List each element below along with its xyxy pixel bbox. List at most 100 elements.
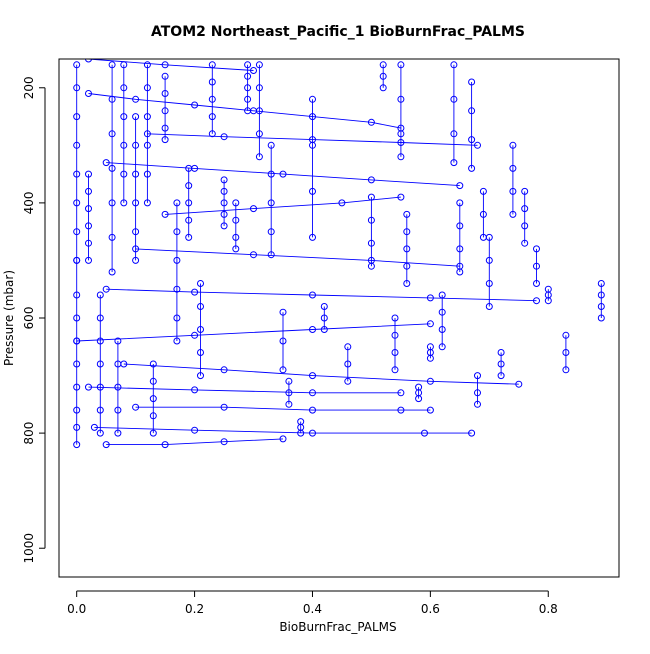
data-point	[279, 170, 287, 178]
data-point	[344, 377, 352, 385]
data-series	[132, 245, 464, 270]
data-point	[102, 159, 110, 167]
data-series	[509, 141, 517, 218]
data-point	[509, 141, 517, 149]
data-series	[161, 72, 169, 144]
data-point	[120, 141, 128, 149]
data-point	[468, 164, 476, 172]
data-point	[132, 141, 140, 149]
series-line	[88, 386, 401, 394]
x-tick-label: 0.4	[303, 602, 322, 616]
data-series	[220, 176, 228, 230]
data-point	[108, 130, 116, 138]
data-point	[367, 256, 375, 264]
data-point	[456, 245, 464, 253]
data-point	[132, 199, 140, 207]
data-point	[468, 107, 476, 115]
data-series	[185, 164, 193, 241]
data-point	[562, 366, 570, 374]
data-point	[191, 288, 199, 296]
data-series	[544, 285, 552, 305]
data-point	[85, 170, 92, 178]
data-point	[85, 222, 92, 230]
data-point	[485, 303, 493, 310]
data-point	[244, 95, 252, 103]
data-point	[197, 372, 204, 380]
data-series	[161, 193, 405, 218]
data-point	[220, 199, 228, 207]
data-point	[562, 331, 570, 339]
data-point	[497, 372, 505, 380]
data-series	[85, 59, 257, 74]
data-point	[309, 113, 316, 121]
data-point	[143, 141, 151, 149]
data-point	[132, 170, 140, 178]
data-point	[143, 84, 151, 92]
data-point	[191, 426, 199, 434]
data-point	[426, 294, 434, 302]
x-tick-label: 0.2	[185, 602, 204, 616]
data-point	[244, 61, 252, 69]
data-point	[309, 406, 316, 414]
data-point	[108, 233, 116, 241]
data-point	[73, 256, 81, 264]
data-point	[108, 61, 116, 69]
data-series	[438, 291, 446, 351]
data-point	[161, 136, 169, 144]
data-point	[533, 245, 540, 253]
data-series	[344, 343, 352, 385]
data-point	[191, 101, 199, 109]
data-series	[468, 78, 476, 172]
data-point	[468, 429, 476, 437]
data-point	[250, 251, 257, 259]
data-series	[102, 435, 287, 449]
data-point	[421, 429, 428, 437]
data-series	[197, 280, 204, 380]
data-point	[426, 377, 434, 385]
data-point	[149, 412, 157, 420]
data-series	[102, 285, 540, 305]
series-group	[73, 59, 605, 449]
data-series	[90, 423, 476, 437]
data-point	[474, 389, 481, 397]
data-point	[208, 78, 216, 86]
data-point	[143, 61, 151, 69]
data-series	[533, 245, 540, 287]
data-point	[397, 153, 405, 161]
data-point	[120, 199, 128, 207]
data-series	[208, 61, 216, 138]
data-point	[267, 199, 275, 207]
data-point	[450, 95, 458, 103]
data-point	[173, 256, 181, 264]
data-point	[426, 354, 434, 362]
data-series	[415, 383, 423, 403]
data-point	[450, 130, 458, 138]
data-series	[255, 61, 263, 161]
data-point	[456, 199, 464, 207]
data-point	[185, 216, 193, 224]
data-point	[497, 349, 505, 356]
data-point	[143, 170, 151, 178]
data-point	[73, 113, 81, 121]
data-point	[309, 389, 316, 397]
data-point	[143, 199, 151, 207]
data-series	[456, 199, 464, 276]
data-series	[597, 280, 605, 322]
data-point	[533, 262, 540, 270]
data-point	[597, 291, 605, 299]
data-point	[438, 308, 446, 316]
data-point	[161, 124, 169, 132]
data-point	[149, 429, 157, 437]
y-axis: 200 400 600 800 1000	[22, 76, 46, 563]
data-point	[250, 205, 257, 213]
data-point	[96, 291, 104, 299]
data-series	[120, 360, 523, 388]
data-point	[173, 337, 181, 345]
data-point	[415, 395, 423, 403]
data-point	[120, 170, 128, 178]
data-point	[479, 187, 487, 195]
data-point	[403, 210, 411, 218]
data-point	[285, 400, 293, 408]
data-point	[185, 199, 193, 207]
y-axis-label: Pressure (mbar)	[2, 270, 16, 366]
